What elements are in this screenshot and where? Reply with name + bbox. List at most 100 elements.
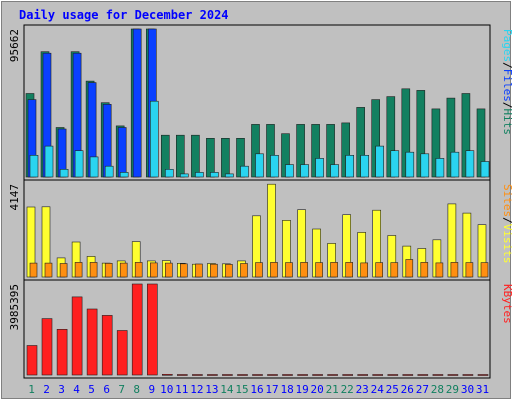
- x-tick-label: 24: [371, 383, 385, 396]
- x-tick-label: 6: [103, 383, 110, 396]
- sites-bar: [315, 262, 323, 278]
- sites-bar: [180, 263, 188, 278]
- sites-bar: [285, 262, 293, 278]
- legend-entry: Hits: [501, 109, 512, 136]
- kbytes-bar: [131, 283, 143, 376]
- kbytes-bar: [101, 315, 113, 376]
- sites-bar: [240, 263, 248, 278]
- pages-bar: [465, 150, 475, 178]
- kbytes-bar: [372, 374, 384, 376]
- pages-bar: [119, 172, 129, 178]
- x-tick-label: 22: [341, 383, 354, 396]
- kbytes-bar: [402, 374, 414, 376]
- sites-bar: [420, 262, 429, 278]
- hits-bar: [176, 134, 185, 178]
- x-tick-label: 2: [43, 383, 50, 396]
- kbytes-bar: [462, 374, 474, 376]
- pages-bar: [225, 173, 234, 178]
- pages-bar: [44, 145, 54, 178]
- x-tick-label: 19: [295, 383, 308, 396]
- plot-frame: [23, 24, 491, 379]
- x-tick-label: 21: [326, 383, 339, 396]
- sites-bar: [330, 262, 338, 278]
- sites-bar: [225, 264, 233, 278]
- sites-bar: [435, 262, 444, 278]
- x-tick-label: 9: [148, 383, 155, 396]
- pages-bar: [29, 155, 39, 178]
- sites-bar: [89, 262, 98, 278]
- kbytes-bar: [432, 374, 444, 376]
- kbytes-bar: [417, 374, 429, 376]
- y-max-label: 3985395: [8, 284, 21, 330]
- x-tick-label: 7: [118, 383, 125, 396]
- sites-bar: [44, 262, 53, 278]
- pages-bar: [300, 164, 309, 178]
- sites-bar: [165, 262, 173, 278]
- x-tick-label: 4: [73, 383, 80, 396]
- hits-bar: [221, 138, 230, 178]
- x-tick-label: 27: [416, 383, 429, 396]
- pages-bar: [104, 165, 114, 178]
- legend-entry: Files: [501, 69, 512, 102]
- legend-entry: /: [501, 217, 512, 224]
- sites-bar: [119, 262, 128, 278]
- kbytes-bar: [71, 296, 83, 376]
- legend-entry: Visits: [501, 224, 512, 264]
- x-tick-label: 5: [88, 383, 95, 396]
- x-tick-label: 25: [386, 383, 399, 396]
- plot-area: 95662Pages/Files/Hits4147Sites/Visits398…: [8, 24, 512, 396]
- x-tick-label: 12: [190, 383, 203, 396]
- kbytes-bar: [327, 374, 338, 376]
- pages-bar: [210, 172, 219, 178]
- pages-bar: [420, 153, 430, 178]
- x-tick-label: 11: [175, 383, 188, 396]
- kbytes-bar: [282, 374, 293, 376]
- x-tick-label: 8: [133, 383, 140, 396]
- sites-bar: [450, 262, 459, 278]
- sites-bar: [390, 262, 399, 278]
- x-tick-label: 30: [461, 383, 474, 396]
- legend-entry: Sites: [501, 184, 512, 217]
- sites-bar: [270, 262, 278, 278]
- y-max-label: 4147: [8, 184, 21, 211]
- sites-bar: [210, 263, 218, 278]
- pages-bar: [89, 156, 99, 178]
- kbytes-bar: [312, 374, 323, 376]
- legend-entry: KBytes: [501, 284, 512, 324]
- legend: KBytes: [501, 284, 512, 324]
- kbytes-bar: [222, 374, 233, 376]
- x-tick-label: 15: [235, 383, 248, 396]
- kbytes-bar: [477, 374, 489, 376]
- x-tick-label: 18: [280, 383, 293, 396]
- chart-title: Daily usage for December 2024: [19, 8, 229, 22]
- kbytes-bar: [357, 374, 369, 376]
- pages-bar: [195, 172, 204, 178]
- pages-bar: [330, 164, 339, 178]
- kbytes-bar: [86, 308, 98, 376]
- kbytes-bar: [387, 374, 399, 376]
- sites-bar: [300, 262, 308, 278]
- x-tick-label: 3: [58, 383, 65, 396]
- x-tick-label: 17: [265, 383, 278, 396]
- sites-bar: [59, 263, 68, 278]
- x-tick-label: 10: [160, 383, 173, 396]
- pages-bar: [405, 151, 415, 178]
- sites-bar: [195, 263, 203, 278]
- legend-entry: /: [501, 102, 512, 109]
- pages-bar: [480, 161, 490, 178]
- kbytes-bar: [177, 374, 188, 376]
- sites-bar: [345, 262, 354, 278]
- pages-bar: [315, 158, 324, 178]
- kbytes-bar: [237, 374, 248, 376]
- x-tick-label: 23: [356, 383, 369, 396]
- kbytes-bar: [297, 374, 308, 376]
- pages-bar: [450, 151, 460, 178]
- sites-bar: [405, 259, 414, 278]
- pages-bar: [435, 158, 445, 178]
- kbytes-bar: [447, 374, 459, 376]
- x-tick-label: 14: [220, 383, 234, 396]
- sites-bar: [360, 262, 369, 278]
- x-tick-label: 29: [446, 383, 459, 396]
- x-tick-label: 31: [476, 383, 489, 396]
